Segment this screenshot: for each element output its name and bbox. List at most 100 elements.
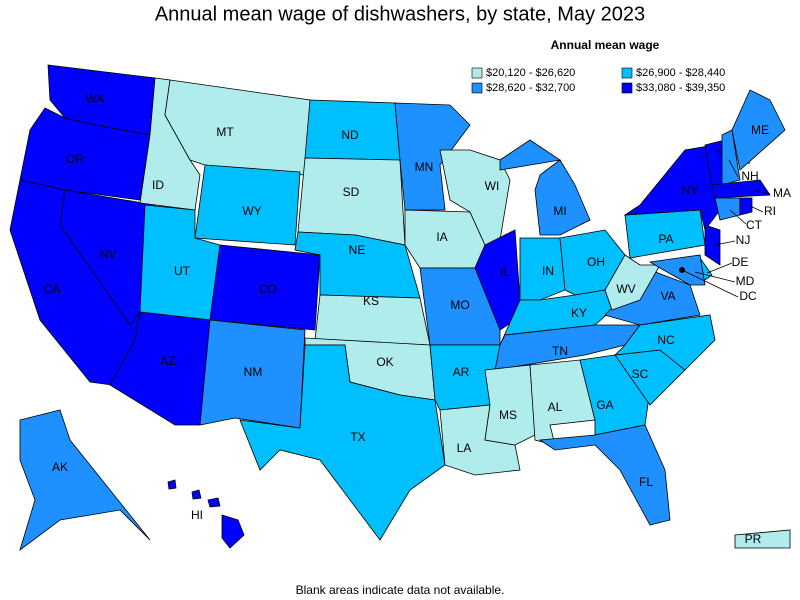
state-label: GA xyxy=(596,398,613,412)
state-label: MD xyxy=(736,274,755,288)
state-label: OH xyxy=(587,255,605,269)
state-label: NC xyxy=(657,333,675,347)
leader-line xyxy=(681,269,739,298)
state-label: MO xyxy=(450,298,469,312)
state-shape xyxy=(494,324,641,371)
state-shape xyxy=(499,139,562,171)
state-shape xyxy=(239,344,446,541)
state-shape xyxy=(711,179,771,199)
leader-line xyxy=(729,209,747,225)
note: Blank areas indicate data not available. xyxy=(296,583,505,597)
legend: $20,120 - $26,620 $26,900 - $28,440 $28,62… xyxy=(471,67,725,94)
legend-swatch xyxy=(621,67,633,79)
state-label: WI xyxy=(485,179,500,193)
state-label: MS xyxy=(499,408,517,422)
state-label: NV xyxy=(100,247,117,261)
state-label: IA xyxy=(436,230,447,244)
state-shape xyxy=(209,244,321,331)
state-label: AK xyxy=(52,460,68,474)
state-label: NH xyxy=(741,169,758,183)
state-shape xyxy=(623,144,721,231)
state-label: TX xyxy=(350,430,365,444)
state-label: AL xyxy=(548,400,563,414)
state-shape xyxy=(297,157,406,246)
state-shape xyxy=(534,159,591,236)
state-shape xyxy=(19,107,151,201)
state-label: AR xyxy=(453,365,470,379)
leader-line xyxy=(749,205,764,213)
state-label: NM xyxy=(244,365,263,379)
state-shape xyxy=(484,364,536,446)
state-shape xyxy=(519,237,566,301)
state-label: OR xyxy=(66,152,84,166)
state-label: IN xyxy=(542,264,554,278)
state-shape xyxy=(221,514,245,549)
state-label: UT xyxy=(174,264,191,278)
state-label: CO xyxy=(259,282,277,296)
leader-line xyxy=(728,159,739,178)
state-label: MT xyxy=(216,125,234,139)
state-shape xyxy=(199,319,306,429)
state-shape xyxy=(191,489,202,500)
legend-swatch xyxy=(471,67,483,79)
state-shape xyxy=(731,89,786,171)
state-label: DE xyxy=(732,255,749,269)
state-label: VA xyxy=(660,289,675,303)
state-shape xyxy=(721,129,741,186)
state-label: ID xyxy=(152,178,164,192)
state-label: CT xyxy=(746,218,763,232)
leader-line xyxy=(694,271,736,283)
legend-swatch xyxy=(471,82,483,94)
state-label: WV xyxy=(616,282,635,296)
state-shape xyxy=(739,197,753,216)
legend-label: $28,620 - $32,700 xyxy=(486,82,575,94)
state-label: CA xyxy=(44,282,61,296)
legend-label: $33,080 - $39,350 xyxy=(636,82,725,94)
state-label: MN xyxy=(415,160,434,174)
state-label: PA xyxy=(658,232,673,246)
state-label: SC xyxy=(632,367,649,381)
state-shape xyxy=(714,197,741,221)
state-label: IL xyxy=(500,265,510,279)
map-title: Annual mean wage of dishwashers, by stat… xyxy=(155,3,645,25)
legend-title: Annual mean wage xyxy=(551,38,660,52)
state-label: MA xyxy=(773,186,791,200)
state-shape xyxy=(207,497,221,508)
state-label: WY xyxy=(242,204,261,218)
state-shape xyxy=(167,479,177,490)
state-shape xyxy=(19,409,151,552)
leader-line xyxy=(754,189,771,195)
state-shape xyxy=(194,164,301,246)
state-label: OK xyxy=(376,355,393,369)
state-label: WA xyxy=(86,92,105,106)
state-label: FL xyxy=(639,475,653,489)
state-label: PR xyxy=(745,532,762,546)
state-label: LA xyxy=(457,441,472,455)
state-shape xyxy=(538,424,671,526)
state-label: MI xyxy=(553,204,566,218)
legend-swatch xyxy=(621,82,633,94)
state-label: RI xyxy=(764,204,776,218)
state-label: NJ xyxy=(736,233,751,247)
leader-line xyxy=(714,240,736,246)
state-label: NY xyxy=(682,183,699,197)
leader-line xyxy=(706,262,733,274)
state-label: ND xyxy=(341,128,359,142)
state-label: KS xyxy=(363,294,379,308)
legend-label: $26,900 - $28,440 xyxy=(636,67,725,79)
state-shape xyxy=(648,254,706,286)
state-label: NE xyxy=(349,243,366,257)
state-label: HI xyxy=(191,508,203,522)
state-label: SD xyxy=(343,185,360,199)
state-label: KY xyxy=(571,306,587,320)
state-shape xyxy=(734,529,791,549)
state-label: TN xyxy=(552,344,568,358)
state-label: AZ xyxy=(160,354,175,368)
state-shape xyxy=(704,224,721,266)
state-shape xyxy=(613,314,716,371)
state-label: DC xyxy=(739,289,757,303)
states: WA OR CA NV ID MT WY UT CO AZ NM ND SD NE KS OK TX MN IA MO… xyxy=(9,64,791,552)
state-label: ME xyxy=(751,123,769,137)
legend-label: $20,120 - $26,620 xyxy=(486,67,575,79)
